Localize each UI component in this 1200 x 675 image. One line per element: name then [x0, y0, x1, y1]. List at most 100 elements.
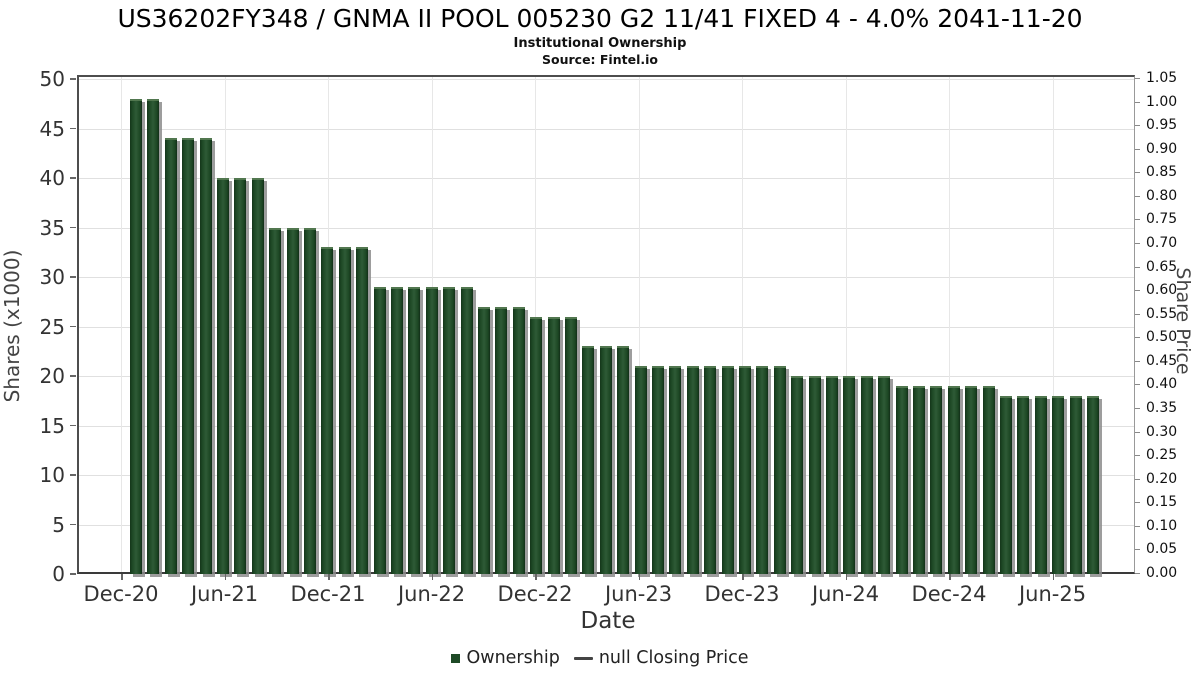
price-axis-tick-mark — [1135, 455, 1140, 457]
price-axis-tick-mark — [1135, 360, 1140, 362]
y-axis-tick-mark — [70, 78, 76, 80]
y-axis-tick-mark — [70, 276, 76, 278]
ownership-bar — [217, 178, 229, 574]
price-axis-tick-mark — [1135, 148, 1140, 150]
y-axis-tick-label: 5 — [52, 512, 65, 537]
ownership-bar — [965, 385, 978, 574]
price-axis-tick-label: 0.95 — [1146, 117, 1178, 134]
ownership-bar — [843, 376, 856, 574]
y-axis-tick-mark — [70, 573, 76, 575]
price-axis-tick-label: 0.40 — [1146, 376, 1178, 393]
ownership-bar — [1087, 395, 1099, 574]
price-line-dash-icon — [573, 656, 593, 660]
ownership-bar — [1000, 395, 1012, 574]
ownership-bar — [913, 385, 925, 574]
price-axis-tick-label: 0.00 — [1146, 565, 1178, 581]
price-axis-tick-label: 0.15 — [1146, 494, 1178, 511]
price-axis-tick-mark — [1135, 78, 1140, 80]
x-axis-tick-mark — [1052, 574, 1054, 580]
y-gridline — [79, 79, 1134, 80]
ownership-bar — [826, 376, 838, 574]
x-axis-tick-label: Dec-24 — [911, 582, 987, 606]
x-axis-tick-mark — [742, 574, 744, 580]
ownership-bar — [130, 98, 142, 574]
y-axis-tick-label: 10 — [39, 463, 65, 487]
ownership-bar — [547, 316, 560, 574]
price-axis-tick-mark — [1135, 431, 1140, 433]
price-axis-tick-mark — [1135, 337, 1140, 339]
ownership-bar — [147, 98, 160, 574]
price-axis-tick-label: 0.05 — [1146, 541, 1178, 558]
y-axis-tick-mark — [70, 177, 76, 179]
price-axis-tick-label: 0.10 — [1146, 517, 1178, 534]
ownership-bar — [408, 286, 421, 574]
price-axis-tick-mark — [1135, 195, 1140, 197]
price-axis-tick-label: 0.55 — [1146, 305, 1178, 322]
price-axis-tick-label: 0.65 — [1146, 258, 1178, 275]
price-axis-tick-mark — [1135, 219, 1140, 221]
y-gridline — [79, 326, 1134, 328]
ownership-bar — [286, 227, 299, 574]
price-axis-tick-label: 0.50 — [1146, 329, 1178, 346]
legend-item: Ownership — [451, 648, 560, 668]
x-gridline — [1052, 77, 1054, 572]
ownership-bar — [739, 366, 751, 574]
ownership-bar — [895, 385, 908, 574]
ownership-bar — [478, 306, 490, 574]
x-axis-tick-label: Jun-21 — [190, 582, 259, 606]
ownership-swatch-icon — [451, 653, 461, 663]
ownership-bar — [1052, 395, 1065, 574]
price-axis-tick-label: 0.60 — [1146, 282, 1178, 299]
y-axis-tick-mark — [70, 127, 76, 129]
x-axis-tick-label: Jun-23 — [604, 582, 673, 606]
price-axis-tick-label: 0.20 — [1146, 470, 1178, 487]
ownership-bar — [565, 316, 577, 574]
ownership-bar — [634, 366, 647, 574]
legend-label: Ownership — [466, 648, 560, 668]
price-axis-tick-mark — [1135, 384, 1140, 386]
y-axis-tick-label: 25 — [39, 314, 65, 339]
ownership-bar — [234, 178, 247, 574]
price-axis-tick-label: 0.75 — [1146, 211, 1178, 228]
ownership-bar — [460, 286, 473, 574]
ownership-bar — [860, 376, 873, 574]
y-gridline — [79, 227, 1134, 229]
y-axis-tick-label: 45 — [39, 116, 65, 141]
x-axis-tick-mark — [535, 574, 537, 580]
ownership-bar — [495, 306, 508, 574]
price-axis-tick-label: 0.35 — [1146, 400, 1178, 416]
price-axis-tick-label: 0.30 — [1146, 423, 1178, 440]
ownership-bar — [269, 227, 282, 574]
source-attribution: Source: Fintel.io — [542, 52, 658, 67]
plot-area — [77, 75, 1135, 574]
ownership-bar — [599, 346, 612, 574]
ownership-bar — [808, 376, 821, 574]
ownership-bar — [686, 366, 699, 574]
price-axis-tick-mark — [1135, 478, 1140, 480]
x-axis-tick-label: Dec-20 — [83, 582, 159, 606]
ownership-bar — [982, 385, 995, 574]
x-gridline — [121, 77, 122, 572]
ownership-bar — [391, 286, 403, 574]
x-axis-tick-label: Dec-23 — [704, 582, 780, 606]
y-axis-tick-label: 30 — [39, 265, 65, 289]
ownership-bar — [1017, 395, 1030, 574]
ownership-bar — [164, 138, 177, 574]
ownership-bar — [652, 366, 664, 574]
price-axis-tick-label: 0.90 — [1146, 140, 1178, 157]
price-axis-tick-mark — [1135, 408, 1140, 409]
y-axis-tick-mark — [70, 474, 76, 476]
x-axis-title: Date — [580, 608, 636, 634]
price-axis-tick-mark — [1135, 125, 1140, 127]
x-axis-tick-label: Jun-25 — [1018, 582, 1087, 606]
ownership-bar — [791, 376, 804, 574]
ownership-bar — [617, 346, 630, 574]
x-gridline — [949, 77, 950, 572]
ownership-bar — [321, 247, 334, 574]
ownership-bar — [582, 346, 595, 574]
y-axis-tick-mark — [70, 325, 76, 327]
x-axis-tick-label: Jun-24 — [811, 582, 880, 606]
y-axis-tick-label: 15 — [39, 413, 65, 438]
price-axis-tick-label: 0.45 — [1146, 352, 1178, 369]
ownership-bar — [182, 138, 195, 574]
